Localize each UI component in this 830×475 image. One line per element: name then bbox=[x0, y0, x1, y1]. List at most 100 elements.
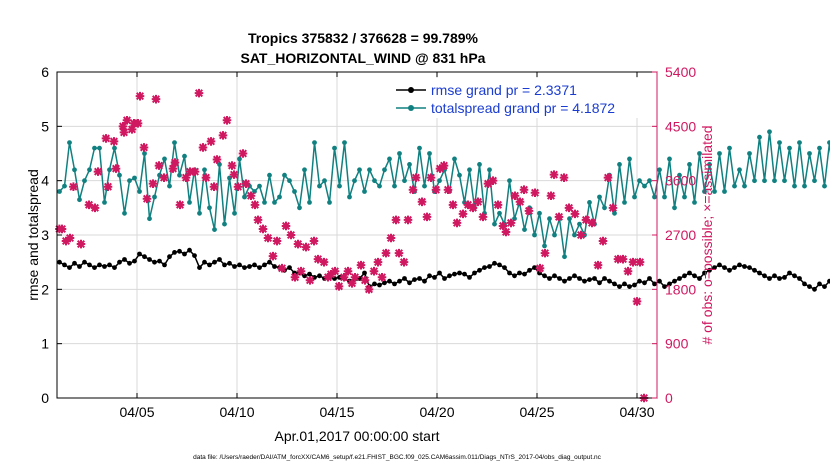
obs-assimilated-marker bbox=[525, 207, 534, 216]
rmse-point bbox=[812, 287, 817, 292]
spread-point bbox=[467, 167, 472, 172]
spread-point bbox=[202, 167, 207, 172]
rmse-point bbox=[97, 263, 102, 268]
rmse-point bbox=[557, 276, 562, 281]
obs-assimilated-marker bbox=[210, 182, 219, 191]
spread-point bbox=[282, 173, 287, 178]
spread-point bbox=[452, 157, 457, 162]
spread-point bbox=[257, 184, 262, 189]
rmse-point bbox=[407, 280, 412, 285]
spread-point bbox=[317, 184, 322, 189]
spread-point bbox=[522, 227, 527, 232]
y-tick-label-left: 5 bbox=[41, 118, 49, 134]
rmse-point bbox=[587, 277, 592, 282]
y-tick-label-right: 3600 bbox=[665, 173, 696, 189]
rmse-point bbox=[177, 249, 182, 254]
spread-point bbox=[422, 184, 427, 189]
spread-point bbox=[72, 167, 77, 172]
rmse-point bbox=[547, 276, 552, 281]
spread-point bbox=[547, 216, 552, 221]
rmse-point bbox=[157, 259, 162, 264]
spread-point bbox=[497, 211, 502, 216]
obs-assimilated-marker bbox=[102, 134, 111, 143]
x-tick-label: 04/30 bbox=[619, 404, 654, 420]
obs-assimilated-marker bbox=[604, 173, 613, 182]
obs-assimilated-marker bbox=[541, 249, 550, 258]
rmse-point bbox=[552, 273, 557, 278]
spread-point bbox=[367, 167, 372, 172]
spread-point bbox=[207, 205, 212, 210]
obs-assimilated-marker bbox=[120, 128, 129, 137]
spread-point bbox=[577, 222, 582, 227]
obs-assimilated-marker bbox=[191, 167, 200, 176]
rmse-point bbox=[592, 276, 597, 281]
rmse-point bbox=[582, 279, 587, 284]
spread-point bbox=[717, 151, 722, 156]
obs-assimilated-marker bbox=[143, 194, 152, 203]
obs-assimilated-marker bbox=[219, 131, 228, 140]
obs-assimilated-marker bbox=[412, 173, 421, 182]
rmse-point bbox=[62, 263, 67, 268]
spread-point bbox=[757, 135, 762, 140]
obs-assimilated-marker bbox=[516, 198, 525, 207]
spread-point bbox=[117, 173, 122, 178]
obs-assimilated-marker bbox=[287, 231, 296, 240]
rmse-point bbox=[517, 271, 522, 276]
rmse-point bbox=[452, 272, 457, 277]
obs-assimilated-marker bbox=[282, 222, 291, 231]
spread-point bbox=[737, 167, 742, 172]
rmse-point bbox=[477, 268, 482, 273]
rmse-point bbox=[757, 271, 762, 276]
y-tick-label-right: 1800 bbox=[665, 281, 696, 297]
spread-point bbox=[287, 178, 292, 183]
spread-point bbox=[187, 200, 192, 205]
obs-assimilated-marker bbox=[297, 267, 306, 276]
spread-point bbox=[812, 178, 817, 183]
obs-assimilated-marker bbox=[278, 264, 287, 273]
spread-point bbox=[102, 200, 107, 205]
obs-assimilated-marker bbox=[155, 161, 164, 170]
rmse-point bbox=[362, 271, 367, 276]
rmse-point bbox=[542, 273, 547, 278]
x-tick-label: 04/15 bbox=[319, 404, 354, 420]
rmse-point bbox=[437, 271, 442, 276]
obs-assimilated-marker bbox=[599, 237, 608, 246]
rmse-point bbox=[272, 264, 277, 269]
spread-point bbox=[147, 216, 152, 221]
rmse-point bbox=[237, 263, 242, 268]
rmse-point bbox=[472, 271, 477, 276]
spread-point bbox=[792, 184, 797, 189]
rmse-point bbox=[172, 250, 177, 255]
spread-point bbox=[347, 195, 352, 200]
rmse-point bbox=[202, 260, 207, 265]
rmse-point bbox=[82, 260, 87, 265]
spread-point bbox=[762, 178, 767, 183]
spread-point bbox=[122, 211, 127, 216]
obs-assimilated-marker bbox=[69, 182, 78, 191]
legend: rmse grand pr = 2.3371 totalspread grand… bbox=[394, 78, 644, 118]
rmse-point bbox=[397, 279, 402, 284]
obs-assimilated-marker bbox=[110, 137, 119, 146]
rmse-point bbox=[122, 257, 127, 262]
spread-point bbox=[212, 227, 217, 232]
spread-point bbox=[807, 151, 812, 156]
rmse-point bbox=[392, 282, 397, 287]
spread-point bbox=[637, 178, 642, 183]
rmse-point bbox=[527, 268, 532, 273]
rmse-point bbox=[792, 273, 797, 278]
spread-point bbox=[667, 157, 672, 162]
rmse-point bbox=[147, 257, 152, 262]
rmse-point bbox=[137, 252, 142, 257]
spread-point bbox=[772, 178, 777, 183]
spread-point bbox=[272, 200, 277, 205]
rmse-point bbox=[217, 257, 222, 262]
y-tick-label-right: 900 bbox=[665, 336, 689, 352]
obs-assimilated-marker bbox=[520, 185, 529, 194]
spread-point bbox=[377, 184, 382, 189]
obs-assimilated-marker bbox=[223, 116, 232, 125]
rmse-point bbox=[227, 261, 232, 266]
obs-assimilated-marker bbox=[242, 179, 251, 188]
rmse-point bbox=[77, 264, 82, 269]
